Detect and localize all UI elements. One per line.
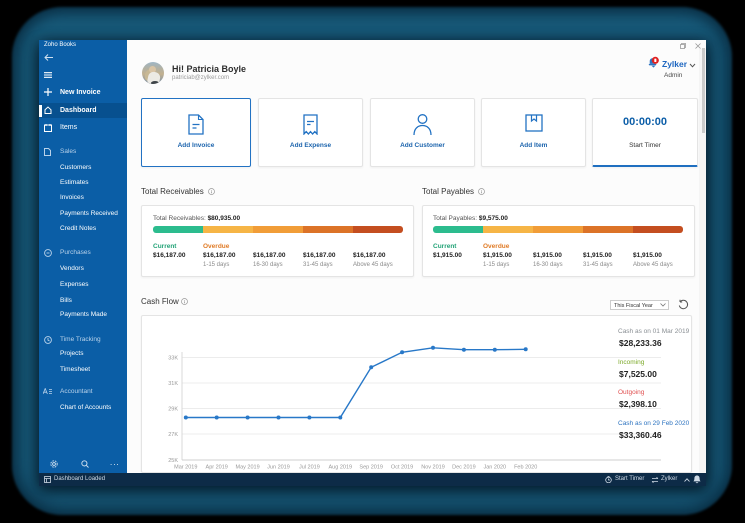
svg-text:Oct 2019: Oct 2019 — [391, 465, 413, 471]
svg-text:31K: 31K — [168, 381, 178, 387]
svg-text:Jul 2019: Jul 2019 — [299, 465, 320, 471]
svg-text:25K: 25K — [168, 458, 178, 464]
svg-text:Jun 2019: Jun 2019 — [267, 465, 290, 471]
svg-text:Nov 2019: Nov 2019 — [421, 465, 445, 471]
svg-text:Jan 2020: Jan 2020 — [483, 465, 506, 471]
svg-text:Dec 2019: Dec 2019 — [452, 465, 476, 471]
svg-text:Apr 2019: Apr 2019 — [206, 465, 228, 471]
svg-text:Mar 2019: Mar 2019 — [174, 465, 197, 471]
svg-text:May 2019: May 2019 — [236, 465, 260, 471]
svg-text:Sep 2019: Sep 2019 — [359, 465, 383, 471]
svg-text:27K: 27K — [168, 432, 178, 438]
svg-text:Feb 2020: Feb 2020 — [514, 465, 537, 471]
svg-text:33K: 33K — [168, 356, 178, 362]
svg-text:Aug 2019: Aug 2019 — [329, 465, 353, 471]
svg-text:29K: 29K — [168, 407, 178, 413]
